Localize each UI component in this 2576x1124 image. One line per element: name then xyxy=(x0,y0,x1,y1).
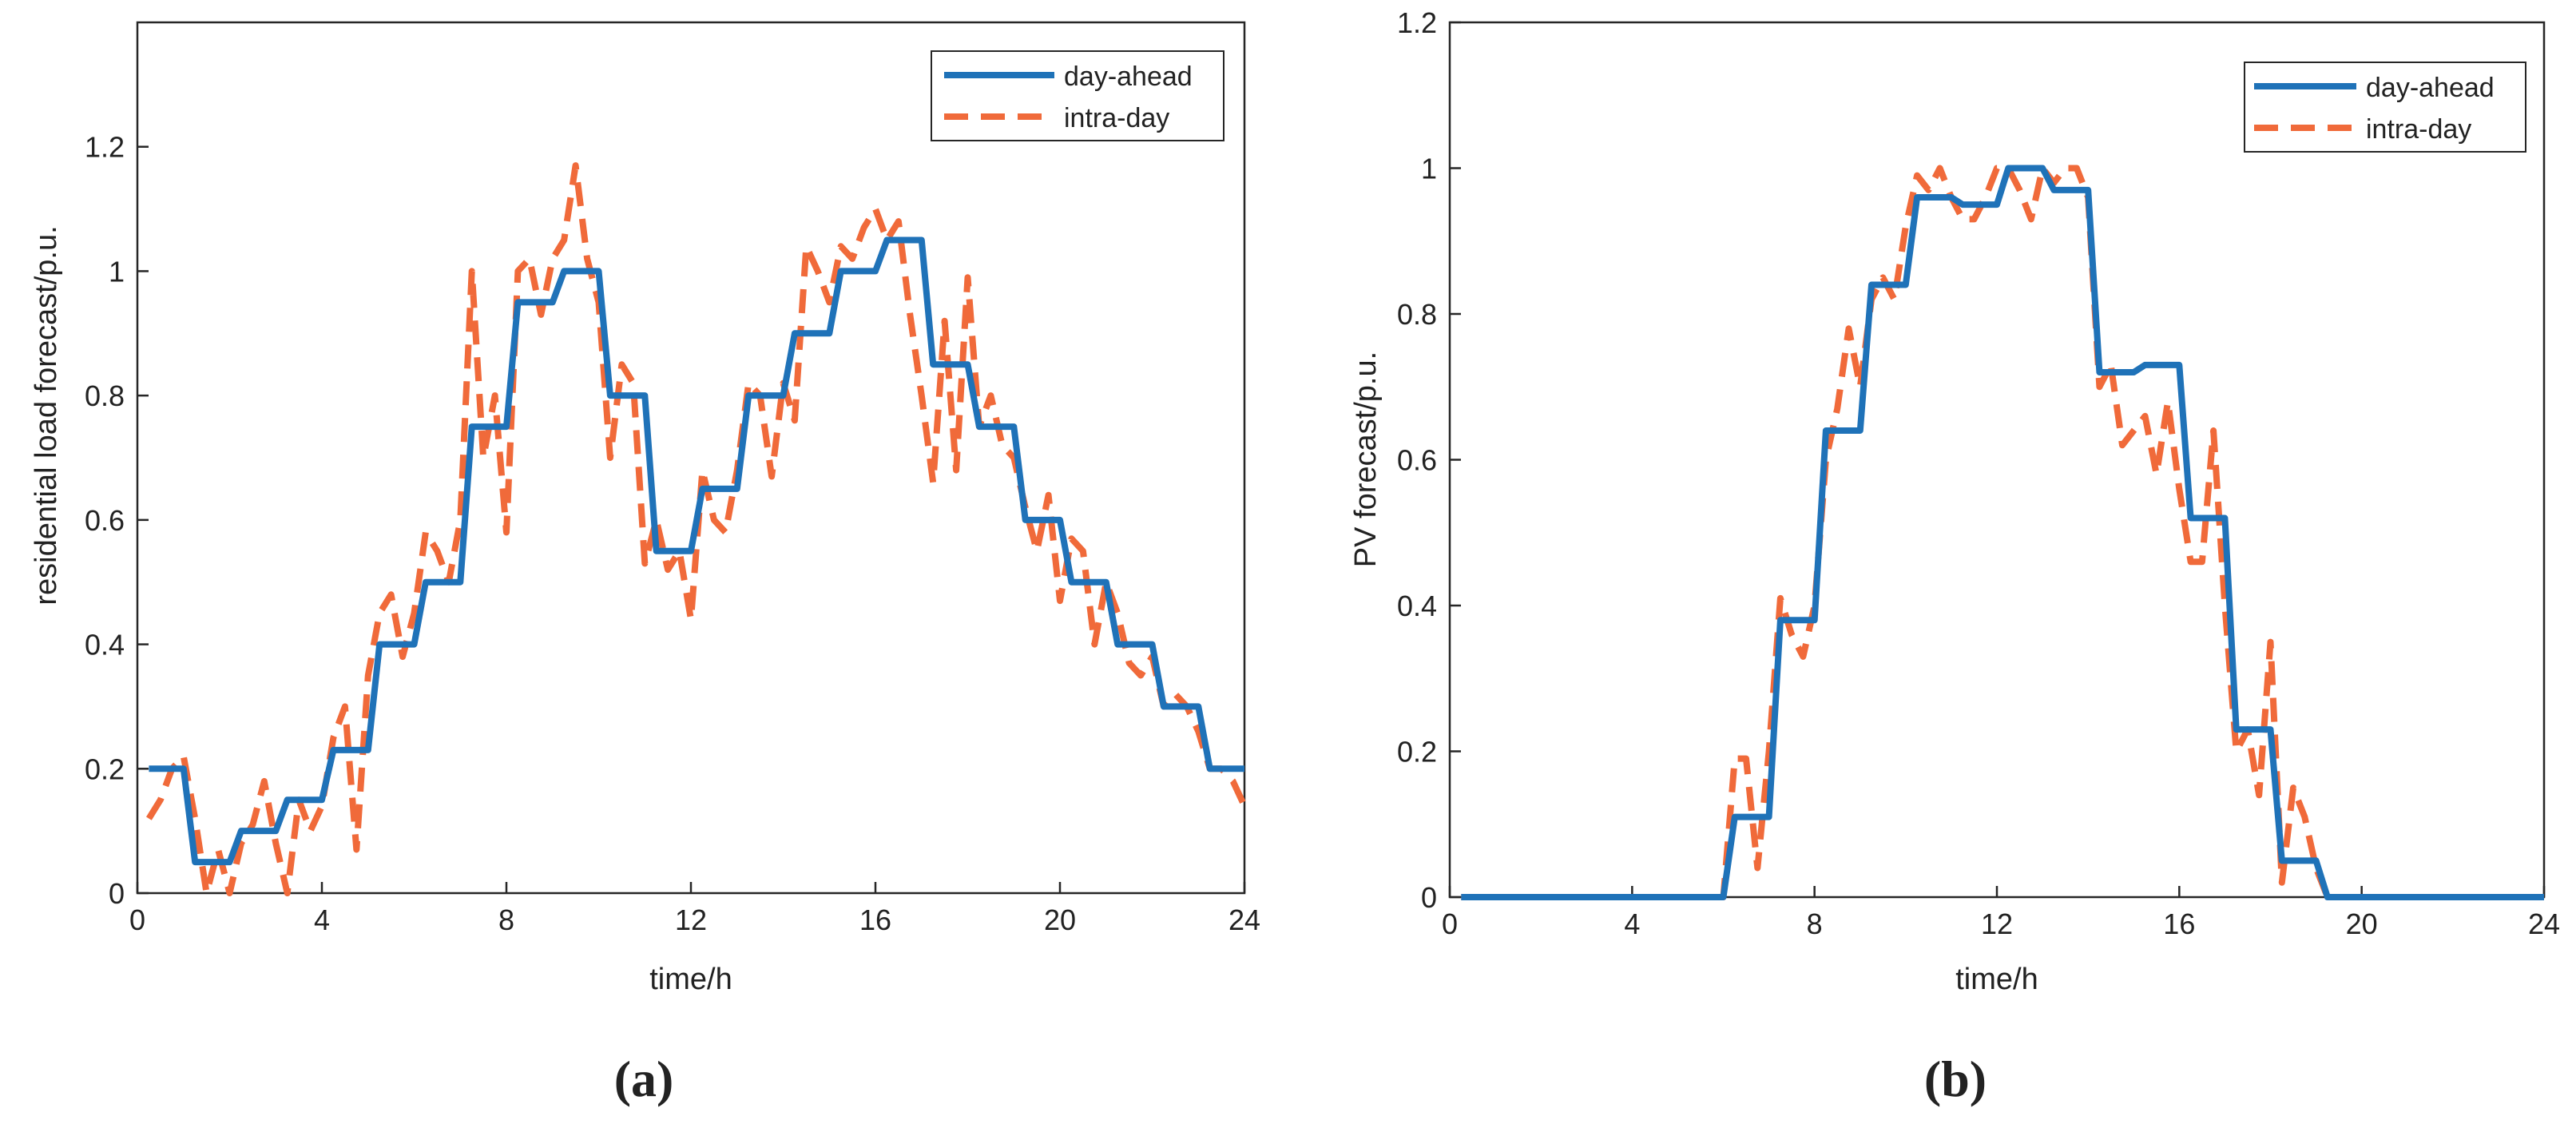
x-tick-label-a-4: 16 xyxy=(859,904,891,936)
y-tick-label-b-3: 0.6 xyxy=(1397,444,1437,477)
plot-area-a xyxy=(136,21,1246,895)
y-tick-label-b-0: 0 xyxy=(1421,881,1437,914)
y-tick-label-a-2: 0.4 xyxy=(85,629,125,661)
x-tick-label-b-3: 12 xyxy=(1981,908,2013,940)
panel-label-b: (b) xyxy=(1924,1051,1987,1107)
panel-label-a: (a) xyxy=(614,1051,674,1107)
y-axis-b: 0 0.2 0.4 0.6 0.8 1 1.2 xyxy=(1397,6,1461,914)
y-axis-a: 0 0.2 0.4 0.6 0.8 1 1.2 xyxy=(85,131,149,910)
series-line-day-ahead-b xyxy=(1461,165,2544,900)
x-tick-label-b-2: 8 xyxy=(1807,908,1823,940)
chart-panel-a: 0 4 8 12 16 20 24 0 0.2 0.4 0.6 0.8 1 1.2 time/h res… xyxy=(30,21,1260,1107)
chart-panel-b: 0 4 8 12 16 20 24 0 0.2 0.4 0.6 0.8 1 1.2 time/h PV … xyxy=(1349,6,2560,1107)
legend-label-day-ahead-b: day-ahead xyxy=(2366,73,2495,103)
x-tick-label-b-6: 24 xyxy=(2528,908,2560,940)
x-tick-label-a-1: 4 xyxy=(314,904,330,936)
x-tick-label-b-0: 0 xyxy=(1442,908,1458,940)
y-tick-label-b-5: 1 xyxy=(1421,153,1437,185)
series-group-b xyxy=(1461,165,2544,900)
x-axis-a: 0 4 8 12 16 20 24 xyxy=(129,882,1260,936)
legend-label-intra-day-b: intra-day xyxy=(2366,114,2471,145)
legend-a: day-ahead intra-day xyxy=(931,50,1224,141)
x-tick-label-a-2: 8 xyxy=(498,904,514,936)
y-tick-label-b-4: 0.8 xyxy=(1397,298,1437,331)
y-tick-label-a-1: 0.2 xyxy=(85,753,125,785)
legend-label-intra-day-a: intra-day xyxy=(1064,103,1169,133)
x-tick-label-a-3: 12 xyxy=(675,904,707,936)
y-tick-label-a-0: 0 xyxy=(109,877,125,910)
x-tick-label-a-6: 24 xyxy=(1228,904,1260,936)
y-axis-label-a: residential load forecast/p.u. xyxy=(30,225,63,605)
y-tick-label-a-6: 1.2 xyxy=(85,131,125,164)
x-axis-label-b: time/h xyxy=(1955,963,2038,996)
y-tick-label-b-1: 0.2 xyxy=(1397,736,1437,769)
x-axis-label-a: time/h xyxy=(649,963,732,996)
plot-area-b xyxy=(1448,21,2546,899)
x-tick-label-a-0: 0 xyxy=(129,904,145,936)
legend-box-b xyxy=(2244,62,2526,153)
series-line-day-ahead-a xyxy=(149,236,1244,866)
x-tick-label-b-5: 20 xyxy=(2346,908,2378,940)
x-tick-label-b-4: 16 xyxy=(2163,908,2195,940)
y-tick-label-a-4: 0.8 xyxy=(85,379,125,412)
legend-label-day-ahead-a: day-ahead xyxy=(1064,62,1193,92)
x-tick-label-a-5: 20 xyxy=(1044,904,1076,936)
y-tick-label-b-2: 0.4 xyxy=(1397,590,1437,622)
legend-box-a xyxy=(931,50,1224,141)
y-tick-label-a-3: 0.6 xyxy=(85,504,125,537)
x-tick-label-b-1: 4 xyxy=(1624,908,1640,940)
series-group-a xyxy=(145,162,1248,896)
y-axis-label-b: PV forecast/p.u. xyxy=(1349,351,1383,567)
legend-b: day-ahead intra-day xyxy=(2244,62,2526,153)
y-tick-label-a-5: 1 xyxy=(109,255,125,288)
y-tick-label-b-6: 1.2 xyxy=(1397,6,1437,39)
